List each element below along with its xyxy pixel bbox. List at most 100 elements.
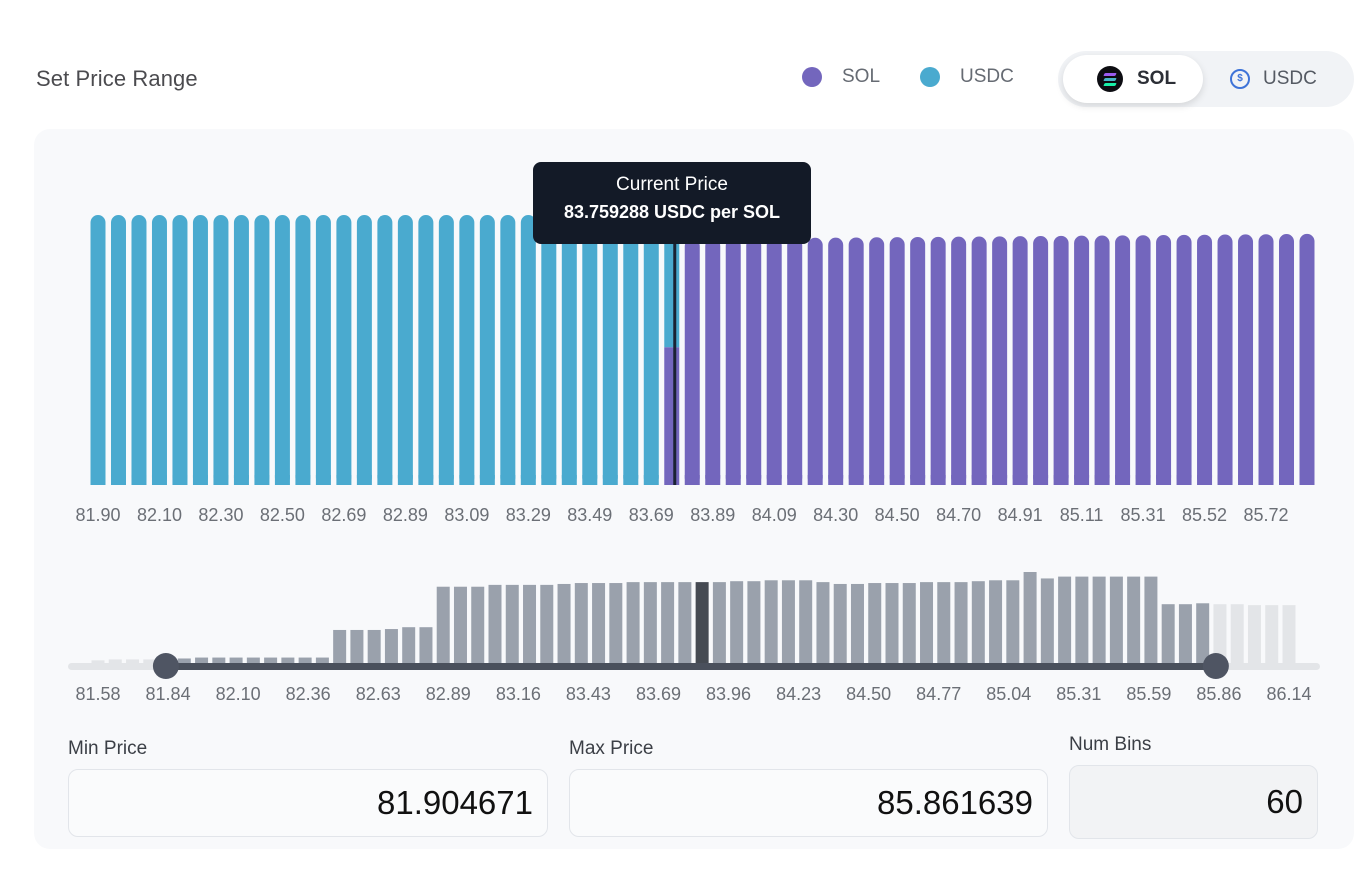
sol-bar-base [705,475,721,485]
histogram-bar-in-range [229,657,243,664]
usdc-bar-base [438,475,454,485]
histogram-tick-label: 86.14 [1266,684,1311,704]
usdc-bar [172,215,188,485]
max-price-label: Max Price [569,738,654,759]
sol-bar-base [1115,475,1131,485]
histogram-tick-label: 83.69 [636,684,681,704]
toggle-label: SOL [1137,68,1177,89]
sol-bar [1053,235,1069,485]
min-price-input[interactable]: 81.904671 [68,769,548,837]
histogram-bar-in-range [246,657,260,664]
sol-bar-base [1074,475,1090,485]
usdc-bar-base [274,475,290,485]
sol-bar-base [1012,475,1028,485]
toggle-label: USDC [1263,68,1317,89]
sol-bar [787,237,803,485]
usdc-bar-base [90,475,106,485]
usdc-bar-base [602,475,618,485]
histogram-bar-in-range [747,581,761,664]
histogram-bar-in-range [609,583,623,664]
usdc-bar [520,215,536,485]
max-price-slider-handle[interactable] [1202,653,1229,679]
usdc-bar [90,215,106,485]
histogram-bar-in-range [1196,603,1210,664]
usdc-bar [151,215,167,485]
usdc-bar-base [172,475,188,485]
sol-bar-base [889,475,905,485]
sol-bar-base [766,475,782,485]
usdc-bar-base [192,475,208,485]
histogram-bar-in-range [833,583,847,664]
usdc-bar [479,215,495,485]
toggle-option-sol[interactable]: SOL [1063,55,1203,103]
usdc-bar [438,215,454,485]
histogram-bar-in-range [281,657,295,664]
toggle-option-usdc[interactable]: $ USDC [1228,55,1348,103]
usdc-bar-base [500,475,516,485]
usdc-bar [643,215,659,485]
histogram-bar-in-range [350,629,364,664]
sol-bar [746,238,762,485]
histogram-bar-out-of-range [1265,605,1279,664]
histogram-bar-in-range [643,582,657,664]
num-bins-input[interactable]: 60 [1069,765,1318,839]
x-tick-label: 84.91 [998,505,1043,525]
histogram-tick-label: 81.84 [146,684,191,704]
histogram-bar-out-of-range [1282,605,1296,664]
histogram-tick-label: 84.50 [846,684,891,704]
histogram-tick-label: 85.31 [1056,684,1101,704]
min-price-slider-handle[interactable] [152,653,179,679]
histogram-tick-label: 85.86 [1196,684,1241,704]
histogram-bar-in-range [1144,576,1158,664]
usdc-bar-base [377,475,393,485]
histogram-bar-in-range [1161,604,1175,664]
histogram-bar-in-range [730,581,744,664]
histogram-bar-in-range [195,657,209,664]
histogram-tick-label: 82.10 [216,684,261,704]
histogram-bar-in-range [264,657,278,664]
histogram-bar-in-range [850,583,864,664]
x-tick-label: 85.52 [1182,505,1227,525]
usdc-bar [295,215,311,485]
histogram-bar-out-of-range [143,659,157,664]
histogram-bar-in-range [678,582,692,664]
histogram-bar-in-range [315,657,329,664]
sol-bar-base [1279,475,1295,485]
usdc-logo-icon: $ [1230,69,1250,89]
x-tick-label: 85.72 [1243,505,1288,525]
slider-track-active [165,663,1216,670]
histogram-bar-out-of-range [1213,604,1227,664]
sol-color-dot-icon [802,67,822,87]
sol-bar-base [1299,475,1315,485]
histogram-bar-in-range [402,627,416,664]
histogram-tick-label: 84.77 [916,684,961,704]
histogram-bar-current [695,582,709,664]
x-tick-label: 83.49 [567,505,612,525]
min-price-label: Min Price [68,738,148,759]
sol-bar [889,237,905,485]
histogram-bar-in-range [1178,604,1192,664]
histogram-bar-in-range [971,581,985,664]
tooltip-value: 83.759288 USDC per SOL [563,202,781,222]
sol-bar-base [1176,475,1192,485]
histogram-tick-label: 83.16 [496,684,541,704]
sol-bar [1279,234,1295,485]
usdc-bar [377,215,393,485]
max-price-input[interactable]: 85.861639 [569,769,1048,837]
sol-bar-base [992,475,1008,485]
histogram-bar-in-range [1075,576,1089,664]
usdc-bar [356,215,372,485]
histogram-bar-in-range [868,583,882,664]
sol-bar-base [869,475,885,485]
x-tick-label: 85.11 [1060,505,1104,525]
histogram-bar-in-range [453,586,467,664]
sol-bar [930,236,946,485]
sol-bar [1156,235,1172,485]
solana-logo-icon [1097,66,1123,92]
usdc-bar [315,215,331,485]
histogram-bar-in-range [937,582,951,664]
usdc-bar [459,215,475,485]
histogram-bar-in-range [574,583,588,664]
usdc-bar-base [213,475,229,485]
histogram-bar-out-of-range [1247,605,1261,664]
